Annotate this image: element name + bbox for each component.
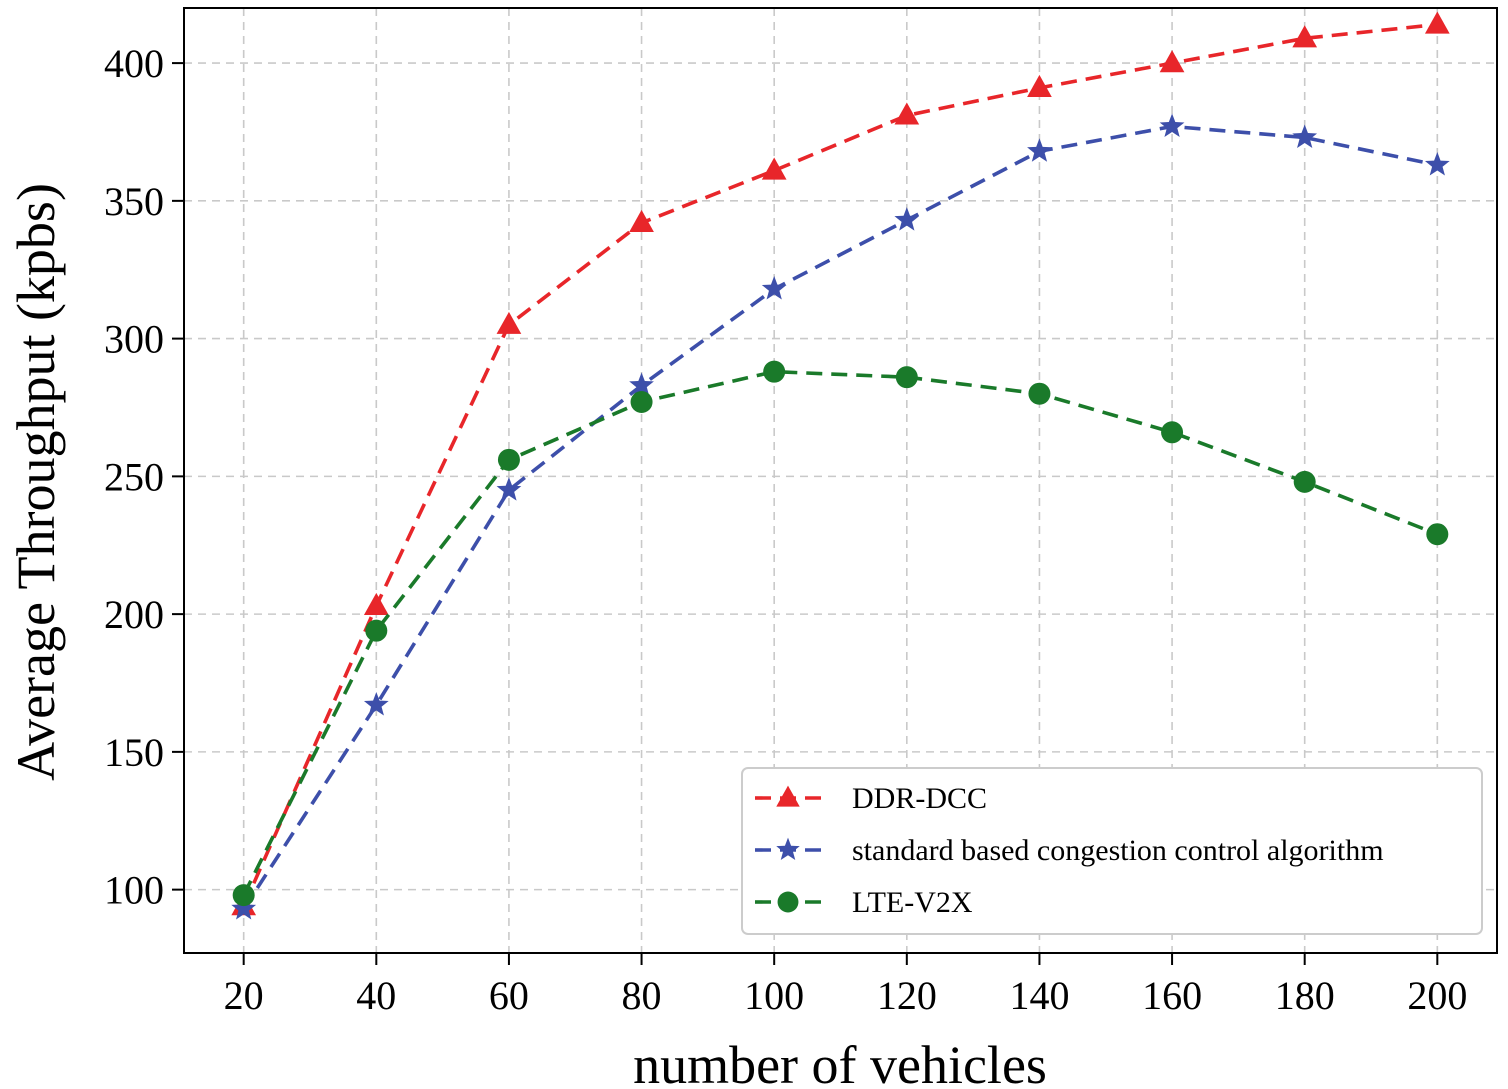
legend-label: LTE-V2X <box>852 886 973 919</box>
series-line <box>242 124 1438 910</box>
x-tick-label: 100 <box>744 973 804 1018</box>
series-layer <box>231 11 1450 920</box>
data-point <box>629 372 654 396</box>
data-point <box>496 311 522 334</box>
y-axis-title: Average Throughput (kpbs) <box>6 183 66 781</box>
data-point <box>763 360 786 383</box>
y-tick-label: 200 <box>104 592 164 637</box>
data-point <box>1027 74 1052 97</box>
data-point <box>1426 523 1449 546</box>
data-point <box>630 390 653 413</box>
legend-entry: LTE-V2X <box>755 886 973 919</box>
x-tick-label: 140 <box>1009 973 1069 1018</box>
data-point <box>363 592 389 615</box>
series-standard-based-congestion-control-algorithm <box>231 113 1450 920</box>
x-tick-label: 160 <box>1142 973 1202 1018</box>
legend-label: standard based congestion control algori… <box>852 834 1384 867</box>
legend-marker <box>776 785 800 807</box>
y-tick-label: 400 <box>104 41 164 86</box>
series-lte-v2x <box>232 360 1449 907</box>
data-point <box>761 276 787 300</box>
data-point <box>232 884 255 907</box>
data-point <box>231 895 257 920</box>
x-tick-label: 80 <box>622 973 662 1018</box>
legend: DDR-DCC standard based congestion control… <box>741 767 1483 935</box>
data-point <box>1028 382 1051 405</box>
data-point <box>1424 152 1450 176</box>
y-tick-label: 150 <box>104 730 164 775</box>
x-tick-label: 200 <box>1407 973 1467 1018</box>
data-point <box>363 692 389 716</box>
y-tick-label: 100 <box>104 868 164 913</box>
legend-items: DDR-DCC standard based congestion control… <box>755 782 1384 919</box>
legend-box <box>741 767 1483 935</box>
legend-entry: standard based congestion control algori… <box>755 834 1384 867</box>
data-point <box>1293 470 1316 493</box>
legend-marker <box>777 891 799 913</box>
axis-ticks: 20 40 60 80 100 120 140 160 180 200 100 150 200 250 30… <box>104 41 1467 1018</box>
data-point <box>497 448 520 471</box>
x-tick-label: 120 <box>877 973 937 1018</box>
x-tick-label: 60 <box>489 973 529 1018</box>
legend-entry: DDR-DCC <box>755 782 987 815</box>
data-point <box>1159 50 1185 73</box>
data-point <box>629 209 654 232</box>
y-tick-label: 300 <box>104 317 164 362</box>
data-point <box>895 366 918 389</box>
x-tick-label: 20 <box>224 973 264 1018</box>
legend-label: DDR-DCC <box>852 782 987 815</box>
data-point <box>894 207 920 231</box>
x-tick-label: 40 <box>356 973 396 1018</box>
y-tick-label: 250 <box>104 454 164 499</box>
data-point <box>761 157 787 180</box>
data-point <box>894 102 920 125</box>
data-point <box>1424 11 1450 34</box>
y-tick-label: 350 <box>104 179 164 224</box>
x-axis-title: number of vehicles <box>633 1035 1047 1089</box>
series-line <box>242 22 1438 907</box>
legend-marker <box>776 837 800 860</box>
data-point <box>1292 124 1318 149</box>
data-point <box>1159 113 1185 137</box>
data-point <box>496 477 522 501</box>
data-point <box>1027 138 1052 162</box>
x-tick-label: 180 <box>1275 973 1335 1018</box>
data-point <box>1292 25 1318 48</box>
data-point <box>1161 421 1184 444</box>
data-point <box>365 619 388 642</box>
plot-frame <box>183 7 1498 954</box>
series-line <box>242 369 1438 896</box>
